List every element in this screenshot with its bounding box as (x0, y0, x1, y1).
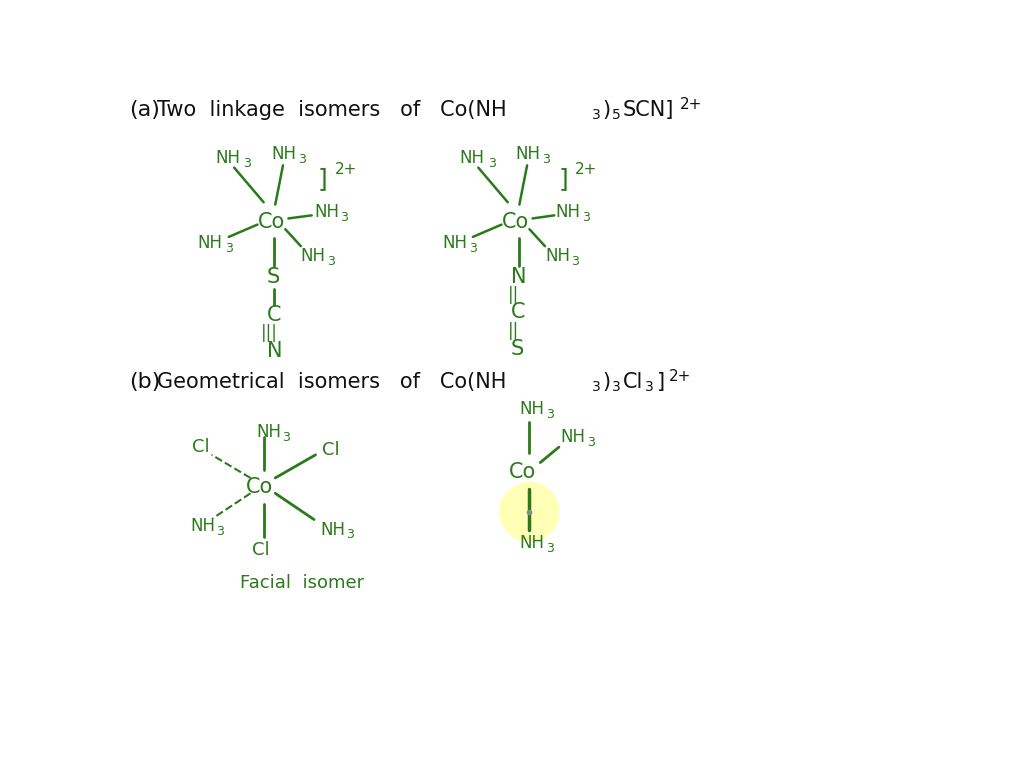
Circle shape (500, 482, 559, 541)
Text: C: C (511, 303, 525, 323)
Text: NH: NH (198, 234, 223, 252)
Text: NH: NH (519, 399, 545, 418)
Text: ||: || (508, 322, 519, 340)
Text: NH: NH (190, 517, 215, 535)
Text: 3: 3 (592, 380, 600, 394)
Text: Cl: Cl (252, 541, 269, 559)
Text: NH: NH (545, 247, 570, 265)
Text: NH: NH (216, 150, 241, 167)
Text: NH: NH (321, 521, 345, 538)
Text: C: C (266, 306, 282, 326)
Text: S: S (266, 267, 280, 287)
Text: NH: NH (256, 422, 281, 441)
Text: 3: 3 (244, 157, 251, 170)
Text: Co: Co (502, 211, 528, 231)
Text: SCN]: SCN] (623, 100, 674, 120)
Text: NH: NH (515, 144, 541, 163)
Text: 2+: 2+ (680, 97, 702, 112)
Text: S: S (511, 339, 524, 359)
Text: ]: ] (317, 167, 328, 191)
Text: 2+: 2+ (669, 369, 691, 384)
Text: (a): (a) (130, 100, 161, 120)
Text: 3: 3 (283, 431, 290, 444)
Text: NH: NH (560, 428, 586, 446)
Text: Facial  isomer: Facial isomer (241, 574, 365, 592)
Text: 3: 3 (542, 153, 550, 166)
Text: 3: 3 (592, 108, 600, 122)
Text: 5: 5 (611, 108, 621, 122)
Text: 3: 3 (645, 380, 653, 394)
Text: ): ) (602, 100, 610, 120)
Text: 3: 3 (340, 211, 348, 224)
Text: ]: ] (656, 372, 665, 392)
Text: 3: 3 (469, 242, 477, 255)
Text: Cl: Cl (322, 441, 339, 459)
Text: Cl: Cl (623, 372, 643, 392)
Text: ||: || (508, 286, 519, 303)
Text: Co: Co (246, 477, 273, 497)
Text: NH: NH (556, 204, 581, 221)
Text: NH: NH (519, 534, 545, 551)
Text: Two  linkage  isomers   of   Co(NH: Two linkage isomers of Co(NH (158, 100, 507, 120)
Text: 3: 3 (487, 157, 496, 170)
Text: N: N (266, 341, 283, 361)
Text: 3: 3 (546, 541, 554, 554)
Text: N: N (511, 267, 526, 287)
Text: Cl: Cl (191, 438, 209, 456)
Text: 2+: 2+ (575, 161, 598, 177)
Text: |||: ||| (260, 324, 278, 343)
Text: Geometrical  isomers   of   Co(NH: Geometrical isomers of Co(NH (158, 372, 507, 392)
Text: 3: 3 (587, 436, 595, 449)
Text: 3: 3 (328, 255, 335, 268)
Text: 3: 3 (571, 255, 580, 268)
Text: NH: NH (442, 234, 467, 252)
Text: 3: 3 (583, 211, 590, 224)
Text: 3: 3 (216, 525, 224, 538)
Text: 3: 3 (611, 380, 621, 394)
Text: 3: 3 (298, 153, 305, 166)
Text: ]: ] (558, 167, 568, 191)
Text: 3: 3 (546, 408, 554, 421)
Text: NH: NH (460, 150, 484, 167)
Text: 2+: 2+ (335, 161, 357, 177)
Text: 3: 3 (225, 242, 232, 255)
Text: NH: NH (301, 247, 326, 265)
Text: ): ) (602, 372, 610, 392)
Text: NH: NH (271, 144, 296, 163)
Text: Co: Co (509, 462, 537, 482)
Text: (b): (b) (130, 372, 161, 392)
Text: NH: NH (314, 204, 339, 221)
Text: 3: 3 (346, 528, 354, 541)
Text: Co: Co (257, 211, 285, 231)
